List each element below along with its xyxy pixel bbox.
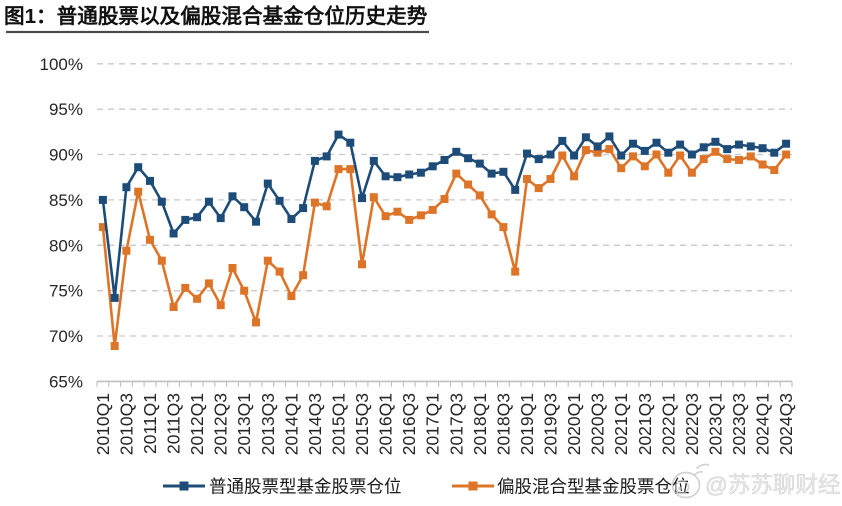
svg-text:2011Q1: 2011Q1 xyxy=(140,393,160,454)
svg-text:2020Q1: 2020Q1 xyxy=(564,393,584,455)
svg-text:2024Q3: 2024Q3 xyxy=(776,393,796,455)
svg-text:2012Q3: 2012Q3 xyxy=(211,393,231,455)
svg-text:90%: 90% xyxy=(49,146,83,165)
svg-text:2013Q1: 2013Q1 xyxy=(234,393,254,455)
svg-text:2010Q3: 2010Q3 xyxy=(116,393,136,455)
svg-text:2019Q1: 2019Q1 xyxy=(517,393,537,455)
svg-text:2018Q1: 2018Q1 xyxy=(470,393,490,455)
svg-text:100%: 100% xyxy=(40,55,83,74)
svg-text:2024Q1: 2024Q1 xyxy=(753,393,773,455)
svg-text:2014Q3: 2014Q3 xyxy=(305,393,325,455)
svg-text:2019Q3: 2019Q3 xyxy=(541,393,561,455)
svg-text:@苏苏聊财经: @苏苏聊财经 xyxy=(705,473,840,498)
svg-text:2022Q3: 2022Q3 xyxy=(682,393,702,455)
svg-text:2014Q1: 2014Q1 xyxy=(281,393,301,455)
svg-text:2016Q1: 2016Q1 xyxy=(376,393,396,455)
svg-text:2017Q1: 2017Q1 xyxy=(423,393,443,455)
svg-text:2011Q3: 2011Q3 xyxy=(164,393,184,454)
svg-text:85%: 85% xyxy=(49,191,83,210)
svg-text:70%: 70% xyxy=(49,327,83,346)
svg-text:2012Q1: 2012Q1 xyxy=(187,393,207,455)
svg-text:95%: 95% xyxy=(49,100,83,119)
svg-text:2020Q3: 2020Q3 xyxy=(588,393,608,455)
svg-text:偏股混合型基金股票仓位: 偏股混合型基金股票仓位 xyxy=(497,476,690,496)
svg-text:图1：普通股票以及偏股混合基金仓位历史走势: 图1：普通股票以及偏股混合基金仓位历史走势 xyxy=(4,4,428,28)
svg-text:2015Q3: 2015Q3 xyxy=(352,393,372,455)
svg-text:65%: 65% xyxy=(49,372,83,391)
svg-text:2023Q3: 2023Q3 xyxy=(729,393,749,455)
svg-text:80%: 80% xyxy=(49,236,83,255)
svg-text:2010Q1: 2010Q1 xyxy=(93,393,113,455)
svg-text:2021Q1: 2021Q1 xyxy=(611,393,631,455)
svg-text:2017Q3: 2017Q3 xyxy=(446,393,466,455)
svg-text:普通股票型基金股票仓位: 普通股票型基金股票仓位 xyxy=(209,476,402,496)
svg-text:2023Q1: 2023Q1 xyxy=(705,393,725,455)
svg-text:75%: 75% xyxy=(49,282,83,301)
svg-text:2022Q1: 2022Q1 xyxy=(658,393,678,455)
svg-text:2015Q1: 2015Q1 xyxy=(329,393,349,455)
svg-text:2013Q3: 2013Q3 xyxy=(258,393,278,455)
svg-text:2016Q3: 2016Q3 xyxy=(399,393,419,455)
svg-text:2021Q3: 2021Q3 xyxy=(635,393,655,455)
svg-text:2018Q3: 2018Q3 xyxy=(493,393,513,455)
